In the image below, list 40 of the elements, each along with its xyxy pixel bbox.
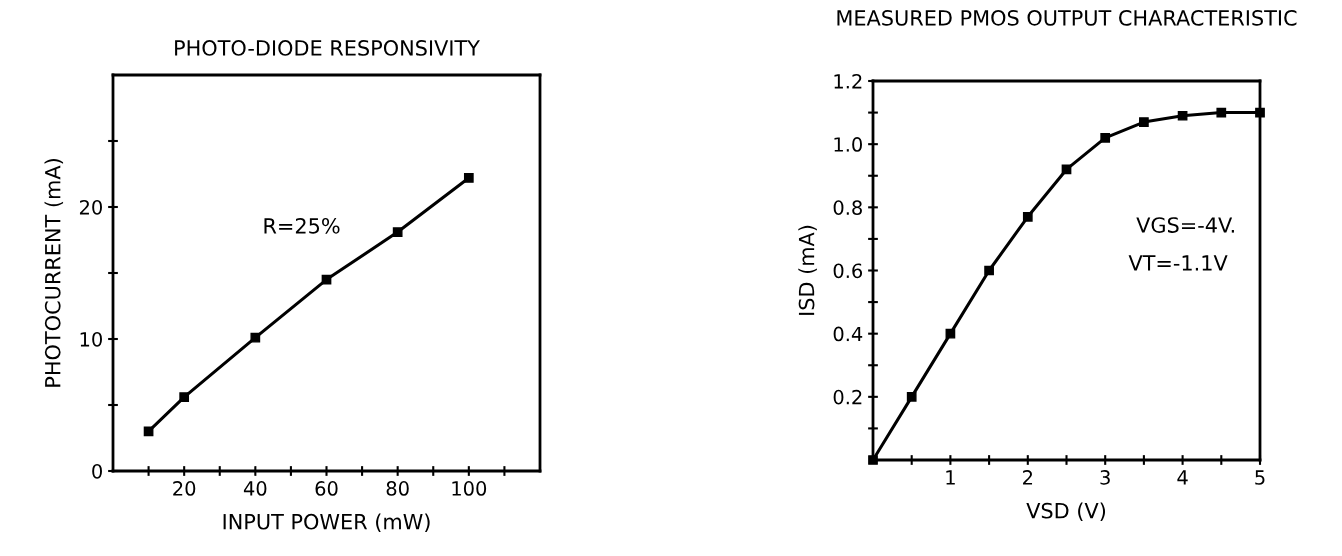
point (1216, 107, 1227, 118)
x-tick-label: 5 (1255, 470, 1265, 485)
annotation: VT=-1.1V (1128, 255, 1228, 271)
x-axis-title: VSD (V) (1026, 502, 1106, 522)
x-tick-label: 1 (946, 470, 955, 485)
point (463, 173, 474, 183)
y-tick-label: 10 (80, 331, 102, 347)
chart-title: MEASURED PMOS OUTPUT CHARACTERISTIC (837, 9, 1297, 26)
y-axis-title: ISD (mA) (798, 225, 817, 315)
x-tick-label: 80 (386, 481, 409, 496)
y-tick-label: 1.2 (834, 73, 862, 89)
point (1139, 117, 1149, 127)
point (250, 332, 261, 343)
point (1177, 110, 1188, 121)
y-tick-label: 0.4 (833, 326, 863, 342)
x-tick-label: 60 (315, 481, 338, 496)
y-tick-label: 0.8 (833, 200, 862, 215)
point (1022, 211, 1033, 222)
point (392, 227, 403, 237)
x-tick-label: 2 (1023, 470, 1033, 485)
y-axis-title: PHOTOCURRENT (mA) (44, 159, 64, 387)
annotation: VGS=-4V. (1136, 217, 1234, 233)
chart-title: PHOTO-DIODE RESPONSIVITY (175, 40, 480, 56)
x-axis-title: INPUT POWER (mW) (223, 513, 430, 533)
point (945, 328, 956, 339)
x-tick-label: 4 (1177, 470, 1188, 485)
point (984, 265, 994, 276)
annotation: R=25% (264, 217, 340, 234)
point (1100, 132, 1111, 143)
y-tick-label: 20 (79, 199, 102, 215)
y-tick-label: 1.0 (834, 137, 862, 152)
point (179, 392, 190, 402)
x-tick-label: 100 (452, 481, 487, 496)
point (906, 391, 917, 402)
x-tick-label: 3 (1100, 470, 1110, 485)
x-tick-label: 40 (243, 481, 267, 496)
x-tick-label: 20 (173, 481, 196, 496)
y-tick-label: 0 (92, 463, 102, 479)
y-tick-label: 0.2 (833, 389, 862, 405)
y-tick-label: 0.6 (833, 263, 863, 279)
